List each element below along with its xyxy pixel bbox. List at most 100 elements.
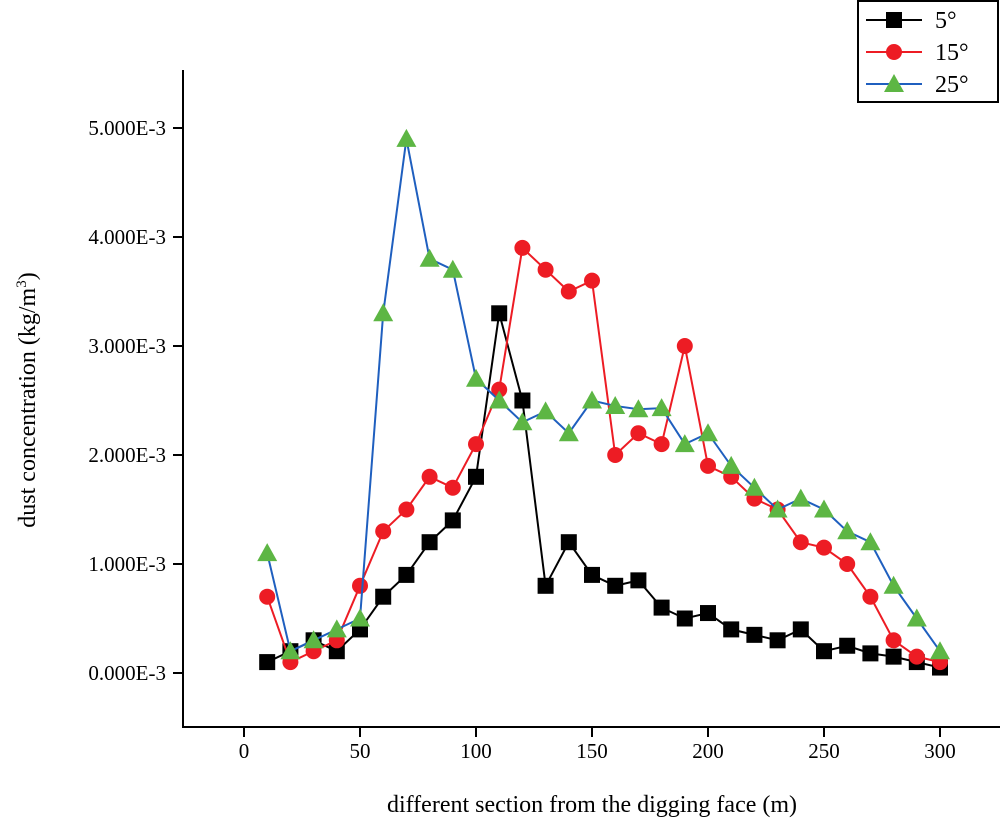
data-point	[816, 643, 832, 660]
data-point	[700, 457, 716, 474]
data-point	[444, 479, 461, 496]
data-point	[398, 501, 415, 518]
series-0	[259, 305, 948, 676]
data-point	[535, 401, 556, 420]
x-tick-label: 250	[808, 739, 840, 763]
legend-marker	[886, 44, 902, 60]
data-point	[723, 621, 740, 638]
data-point	[930, 641, 950, 660]
x-tick-label: 100	[460, 739, 492, 763]
data-point	[721, 455, 742, 474]
legend: 5° 15° 25°	[857, 0, 999, 103]
data-point	[466, 368, 486, 387]
y-tick-label: 4.000E-3	[88, 225, 166, 249]
data-point	[839, 556, 856, 572]
data-point	[257, 543, 278, 562]
ticks: 0 50 100 150 200 250 300 0.000E-3 1.000E-3 2.000E…	[88, 116, 955, 763]
data-point	[491, 381, 508, 398]
data-point	[792, 534, 809, 551]
data-point	[653, 436, 670, 453]
series-line	[266, 245, 941, 664]
series-line	[266, 138, 941, 653]
data-point	[560, 283, 577, 300]
data-point	[352, 577, 368, 594]
data-point	[489, 390, 510, 409]
y-axis-title: dust concentration (kg/m3)	[14, 272, 41, 527]
x-tick-label: 0	[239, 739, 250, 763]
data-point	[584, 566, 600, 583]
x-tick-label: 200	[692, 739, 724, 763]
data-point	[767, 499, 788, 518]
data-point	[491, 305, 508, 322]
data-point	[816, 539, 832, 556]
data-point	[651, 398, 672, 417]
data-point	[744, 477, 765, 496]
y-axis-title-end: )	[15, 272, 41, 280]
x-tick-label: 150	[576, 739, 608, 763]
data-point	[375, 588, 392, 605]
data-point	[792, 621, 809, 638]
data-point	[630, 572, 647, 589]
data-point	[628, 399, 649, 418]
data-point	[582, 390, 602, 409]
data-point	[885, 648, 902, 665]
legend-label: 5°	[935, 8, 957, 34]
data-point	[514, 239, 531, 256]
data-point	[769, 632, 786, 649]
data-point	[839, 637, 856, 654]
y-tick-label: 2.000E-3	[88, 443, 166, 467]
legend-marker	[884, 74, 904, 92]
data-point	[837, 521, 858, 540]
y-axis-title-sup: 3	[14, 280, 30, 288]
data-point	[906, 608, 927, 627]
y-tick-label: 1.000E-3	[88, 552, 166, 576]
data-point	[584, 272, 600, 289]
data-point	[421, 534, 438, 551]
legend-label: 25°	[935, 72, 969, 98]
data-point	[537, 261, 554, 278]
data-point	[607, 577, 624, 594]
legend-marker	[886, 12, 902, 28]
data-point	[607, 447, 624, 463]
data-point	[514, 392, 531, 409]
data-point	[537, 577, 554, 594]
data-point	[326, 619, 347, 638]
data-point	[674, 434, 695, 453]
data-point	[444, 512, 461, 529]
data-point	[885, 632, 902, 649]
data-point	[676, 338, 693, 354]
data-point	[698, 423, 718, 442]
x-axis-title: different section from the digging face …	[387, 792, 797, 818]
data-point	[303, 630, 324, 649]
data-point	[375, 523, 392, 540]
data-point	[814, 499, 834, 518]
data-point	[560, 534, 577, 551]
legend-label: 15°	[935, 40, 969, 66]
series-layer	[257, 128, 950, 676]
y-tick-label: 0.000E-3	[88, 661, 166, 685]
data-point	[373, 303, 394, 322]
x-tick-label: 300	[924, 739, 956, 763]
data-point	[350, 608, 370, 627]
data-point	[676, 610, 693, 627]
data-point	[259, 654, 276, 671]
data-point	[862, 588, 879, 605]
data-point	[512, 412, 533, 431]
data-point	[653, 599, 670, 616]
data-point	[468, 436, 484, 453]
data-point	[419, 248, 440, 267]
data-point	[396, 128, 417, 147]
data-point	[790, 488, 811, 507]
data-point	[605, 395, 626, 414]
y-axis-title-main: dust concentration (kg/m	[15, 287, 41, 527]
data-point	[883, 575, 904, 594]
data-point	[630, 425, 647, 442]
series-1	[259, 239, 948, 671]
data-point	[862, 645, 879, 662]
data-point	[860, 532, 881, 551]
data-point	[259, 588, 276, 605]
data-point	[442, 259, 463, 278]
data-point	[700, 605, 716, 622]
data-point	[468, 468, 484, 485]
